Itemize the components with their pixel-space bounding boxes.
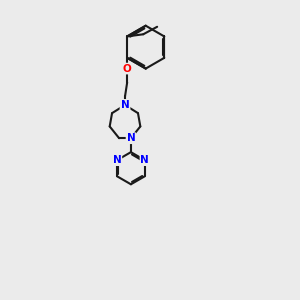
Text: N: N bbox=[140, 155, 149, 165]
Text: N: N bbox=[112, 155, 122, 165]
Text: N: N bbox=[121, 100, 129, 110]
Text: N: N bbox=[121, 100, 129, 110]
Text: O: O bbox=[123, 64, 131, 74]
Text: N: N bbox=[127, 133, 135, 143]
